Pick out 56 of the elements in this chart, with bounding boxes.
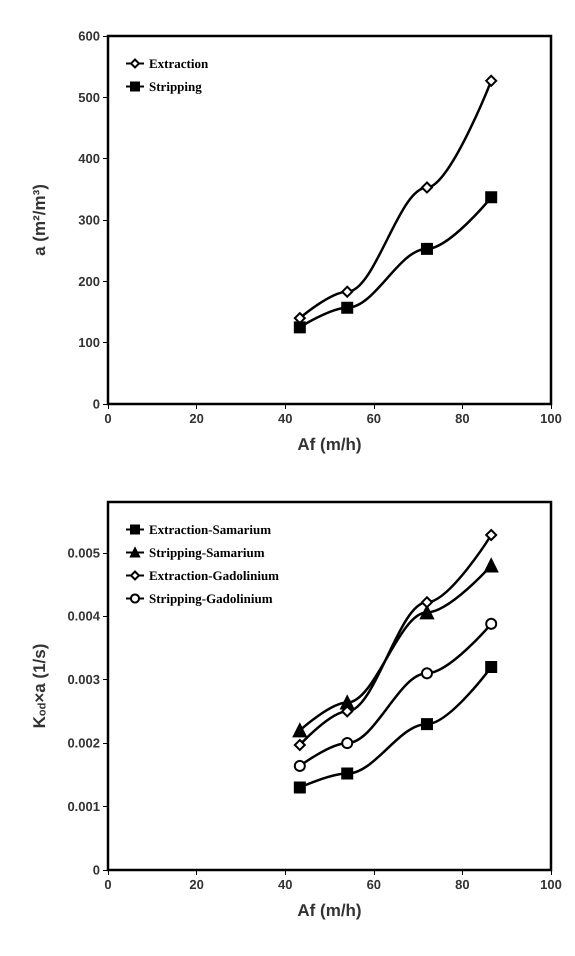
point <box>341 302 354 314</box>
point <box>485 74 498 87</box>
legend-label: Extraction <box>149 56 209 71</box>
point <box>485 528 498 541</box>
x-tick-label: 0 <box>104 877 112 892</box>
point <box>341 768 354 780</box>
legend-label: Stripping-Samarium <box>149 545 265 560</box>
point <box>420 242 433 255</box>
x-tick-label: 40 <box>278 877 292 892</box>
y-tick-label: 600 <box>78 28 100 44</box>
x-tick-label: 0 <box>104 411 112 426</box>
x-tick-label: 100 <box>540 877 562 892</box>
point <box>485 618 498 630</box>
point <box>294 782 306 794</box>
y-tick-label: 0.003 <box>67 672 100 688</box>
point <box>420 667 433 680</box>
y-tick-label: 0.001 <box>67 799 100 814</box>
y-tick-label: 0 <box>92 396 100 412</box>
point <box>485 660 498 673</box>
x-tick-label: 20 <box>189 411 204 426</box>
legend-label: Extraction-Samarium <box>149 522 272 537</box>
y-tick-label: 0.004 <box>67 608 101 624</box>
y-tick-label: 500 <box>78 90 100 105</box>
x-tick-label: 40 <box>278 411 292 426</box>
legend-label: Extraction-Gadolinium <box>149 568 280 583</box>
y-axis-title: a (m²/m³) <box>30 184 49 256</box>
y-tick-label: 0 <box>92 862 100 878</box>
y-tick-label: 200 <box>78 274 100 289</box>
point <box>341 737 354 750</box>
x-tick-label: 100 <box>540 411 562 426</box>
y-tick-label: 300 <box>78 212 100 228</box>
y-axis-title: Kod×a (1/s) <box>30 644 49 728</box>
x-tick-label: 80 <box>455 411 470 426</box>
point <box>341 286 354 298</box>
point <box>420 605 434 620</box>
x-tick-label: 60 <box>366 411 382 426</box>
legend-label: Stripping-Gadolinium <box>149 591 273 606</box>
point <box>294 739 306 752</box>
point <box>420 718 433 730</box>
point <box>485 191 498 204</box>
y-tick-label: 0.005 <box>67 545 100 560</box>
x-tick-label: 80 <box>455 877 470 892</box>
x-tick-label: 60 <box>366 877 382 892</box>
y-tick-label: 0.002 <box>67 736 100 751</box>
x-tick-label: 20 <box>189 877 204 892</box>
point <box>294 760 306 772</box>
point <box>420 596 433 608</box>
point <box>484 558 498 572</box>
point <box>294 321 306 334</box>
x-axis-title: Af (m/h) <box>297 901 362 920</box>
point <box>292 723 307 738</box>
y-tick-label: 400 <box>78 151 100 166</box>
legend-label: Stripping <box>149 79 202 94</box>
x-axis-title: Af (m/h) <box>297 435 362 454</box>
y-tick-label: 100 <box>78 335 100 350</box>
point <box>420 181 433 194</box>
